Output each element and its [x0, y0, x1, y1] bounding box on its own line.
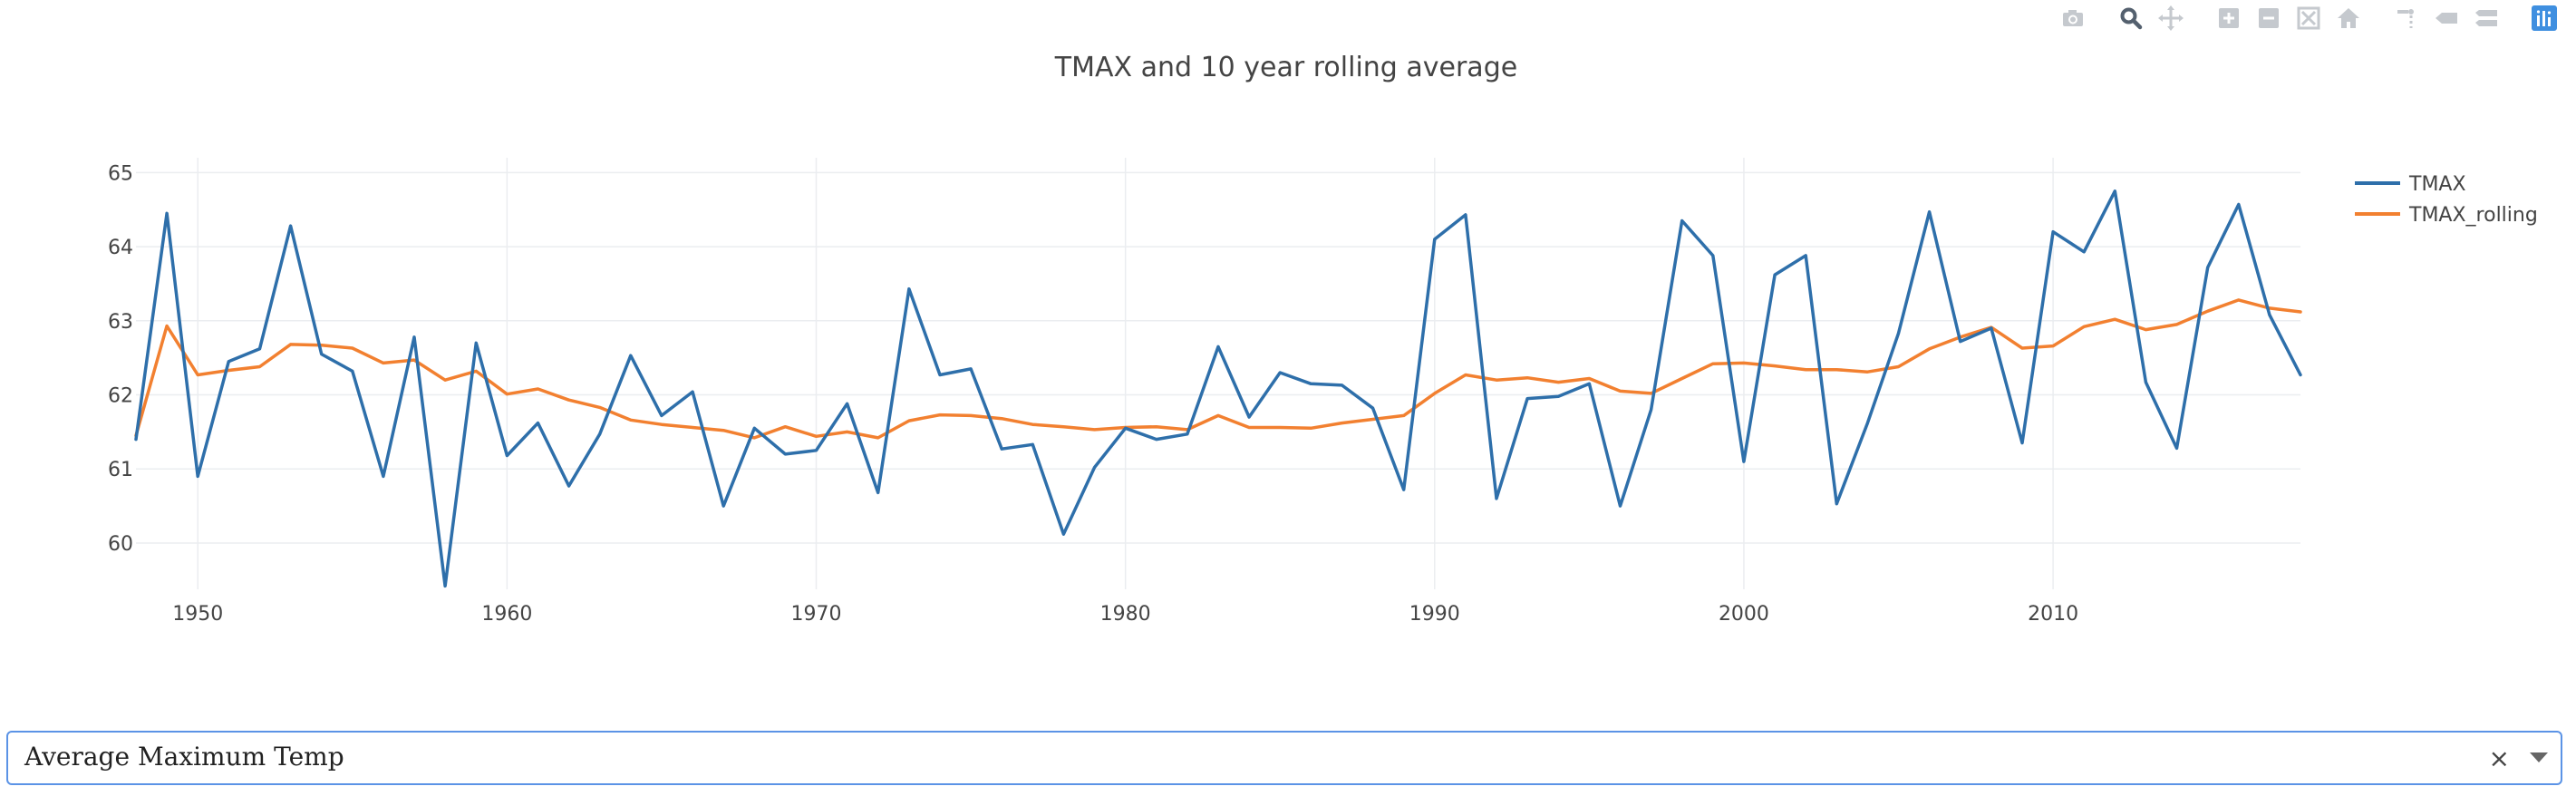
- legend-item[interactable]: TMAX: [2355, 173, 2466, 196]
- y-tick-label: 60: [108, 533, 133, 556]
- spike-lines-icon[interactable]: [2389, 1, 2424, 35]
- chart-title: TMAX and 10 year rolling average: [1054, 52, 1517, 83]
- dropdown-selected-value: Average Maximum Temp: [24, 742, 344, 772]
- legend-item[interactable]: TMAX_rolling: [2355, 204, 2538, 227]
- camera-icon[interactable]: [2056, 1, 2090, 35]
- hover-compare-icon[interactable]: [2469, 1, 2503, 35]
- zoom-out-icon[interactable]: [2252, 1, 2286, 35]
- y-tick-label: 65: [108, 162, 133, 185]
- hover-closest-icon[interactable]: [2429, 1, 2464, 35]
- y-tick-label: 64: [108, 237, 133, 259]
- x-tick-label: 2000: [1719, 603, 1769, 626]
- y-tick-label: 61: [108, 459, 133, 481]
- y-tick-label: 62: [108, 385, 133, 408]
- series-line-tmax[interactable]: [134, 189, 2302, 588]
- series-line-tmax-rolling[interactable]: [134, 298, 2302, 440]
- x-tick-label: 1990: [1409, 603, 1460, 626]
- legend-label: TMAX_rolling: [2408, 204, 2538, 227]
- x-tick-label: 2010: [2028, 603, 2078, 626]
- chevron-down-icon[interactable]: [2530, 752, 2548, 762]
- zoom-icon[interactable]: [2114, 1, 2148, 35]
- x-tick-label: 1960: [481, 603, 532, 626]
- y-tick-label: 63: [108, 311, 133, 334]
- grid: [136, 158, 2300, 589]
- zoom-in-icon[interactable]: [2212, 1, 2246, 35]
- plotly-logo-icon[interactable]: [2527, 1, 2561, 35]
- x-tick-label: 1980: [1100, 603, 1151, 626]
- autoscale-icon[interactable]: [2291, 1, 2326, 35]
- chart-background: [0, 0, 2576, 725]
- metric-dropdown[interactable]: Average Maximum Temp ×: [6, 731, 2562, 785]
- legend[interactable]: TMAX TMAX_rolling: [2355, 173, 2538, 227]
- clear-icon[interactable]: ×: [2488, 743, 2510, 773]
- plot-area[interactable]: [134, 189, 2302, 588]
- legend-label: TMAX: [2408, 173, 2466, 196]
- x-tick-label: 1970: [791, 603, 842, 626]
- pan-icon[interactable]: [2154, 1, 2188, 35]
- x-tick-label: 1950: [172, 603, 223, 626]
- home-icon[interactable]: [2331, 1, 2366, 35]
- y-axis-ticks: 60 61 62 63 64 65: [108, 162, 133, 556]
- chart: TMAX and 10 year rolling average 6061626…: [0, 0, 2576, 725]
- x-axis-ticks: 1950 1960 1970 1980 1990 2000 2010: [172, 603, 2078, 626]
- modebar: [2056, 0, 2561, 36]
